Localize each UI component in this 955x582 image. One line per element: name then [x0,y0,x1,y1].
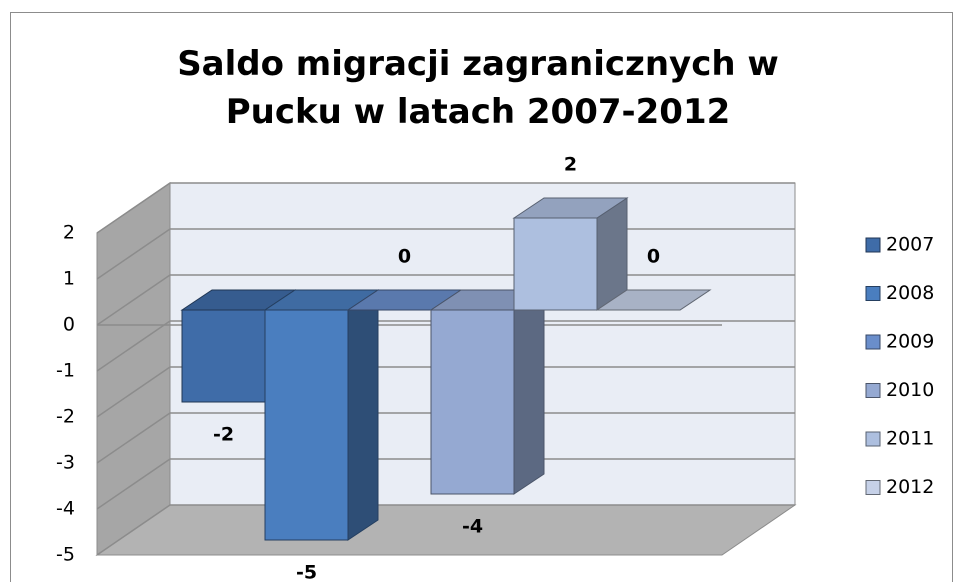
legend-label: 2011 [886,428,934,450]
value-label: -5 [296,562,317,582]
left-wall [96,182,171,556]
floor [95,504,797,556]
y-tick-label: -1 [56,360,75,382]
chart-title: Saldo migracji zagranicznych w Pucku w l… [177,44,779,132]
legend-label: 2008 [886,282,934,304]
y-tick-label: -3 [56,452,75,474]
grid-line [96,182,795,234]
legend-label: 2012 [886,476,934,498]
y-tick-label: 2 [63,222,75,244]
legend-swatch [865,334,881,350]
grid-line [96,458,795,510]
bar-side [513,289,545,495]
y-tick-label: -4 [56,498,75,520]
grid-line [96,320,795,372]
legend-label: 2009 [886,331,934,353]
y-tick-label: 0 [63,314,75,336]
bar [513,217,598,311]
y-tick-label: 1 [63,268,75,290]
legend-swatch [865,383,881,398]
value-label: 0 [647,246,660,268]
legend-swatch [865,237,881,253]
value-label: -4 [462,516,483,538]
legend-swatch [865,480,881,495]
bar [264,309,349,541]
value-label: -2 [213,424,234,446]
legend-swatch [865,431,881,447]
grid-line [96,366,795,418]
legend-label: 2010 [886,379,934,401]
bar-side [347,289,379,541]
value-label: 2 [564,154,577,176]
y-tick-label: -5 [56,544,75,566]
grid-line [96,412,795,464]
bar [181,309,266,403]
chart-border [10,12,953,582]
grid-line [96,504,795,556]
bar [430,309,515,495]
legend-label: 2007 [886,234,934,256]
y-tick-label: -2 [56,406,75,428]
value-label: 0 [398,246,411,268]
legend-swatch [865,286,881,301]
